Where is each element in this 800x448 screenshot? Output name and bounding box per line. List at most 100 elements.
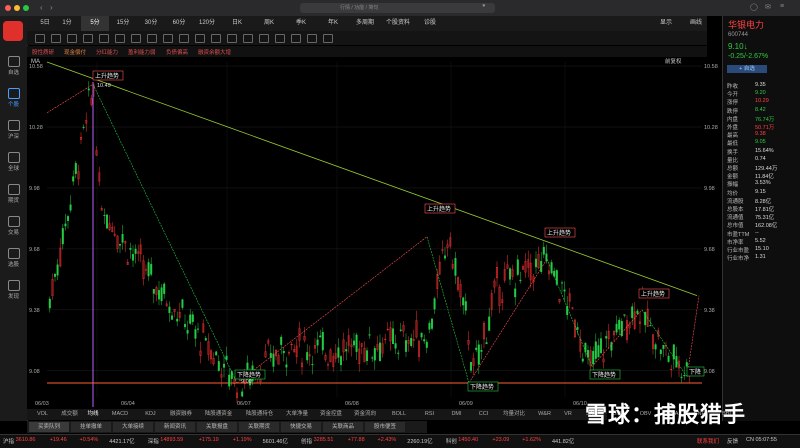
user-icon[interactable]: ◯ [750, 4, 758, 11]
indicator-tab-5[interactable]: 融资融券 [169, 411, 192, 417]
close-window-button[interactable] [5, 5, 11, 11]
draw-tool-icon[interactable] [195, 34, 205, 43]
draw-tool-icon[interactable] [147, 34, 157, 43]
indicator-tab-2[interactable]: 均线 [87, 411, 99, 417]
sidebar-item-5[interactable]: 交易 [0, 216, 27, 236]
indicator-tab-10[interactable]: 资金流向 [353, 411, 376, 417]
indicator-tab-21[interactable]: EMA [666, 411, 679, 417]
indicator-tab-0[interactable]: VOL [36, 411, 48, 417]
sidebar-item-0[interactable]: 自选 [0, 56, 27, 76]
draw-tool-icon[interactable] [243, 34, 253, 43]
stock-tag[interactable]: 融资余额大增 [198, 50, 232, 56]
indicator-tab-19[interactable]: DMA [612, 411, 625, 417]
contact-us-link[interactable]: 联系我们 [697, 439, 720, 445]
sidebar-item-3[interactable]: 全球 [0, 152, 27, 172]
back-icon[interactable]: ‹ [40, 3, 43, 12]
sidebar-item-4[interactable]: 期货 [0, 184, 27, 204]
panel-tab-3[interactable]: 新闻资讯 [155, 422, 195, 432]
stock-tag[interactable]: 负债偏高 [166, 50, 189, 56]
draw-tool-icon[interactable] [211, 34, 221, 43]
indicator-tab-13[interactable]: DMI [451, 411, 462, 417]
draw-tool-icon[interactable] [307, 34, 317, 43]
sidebar-item-2[interactable]: 沪深 [0, 120, 27, 140]
draw-tool-icon[interactable] [99, 34, 109, 43]
indicator-tab-6[interactable]: 陆股通资金 [204, 411, 233, 417]
draw-tool-icon[interactable] [35, 34, 45, 43]
panel-tab-0[interactable]: 买卖队列 [29, 422, 69, 432]
indicator-tab-23[interactable]: BBI [722, 411, 731, 417]
draw-tool-icon[interactable] [259, 34, 269, 43]
draw-tool-icon[interactable] [323, 34, 333, 43]
draw-tool-icon[interactable] [51, 34, 61, 43]
panel-tab-7[interactable]: 关联商品 [323, 422, 363, 432]
period-tab-13[interactable]: 诊股 [423, 20, 436, 26]
display-button[interactable]: 显示 [660, 20, 673, 26]
draw-tool-icon[interactable] [275, 34, 285, 43]
draw-tool-icon[interactable] [83, 34, 93, 43]
draw-line-button[interactable]: 画线 [690, 20, 703, 26]
period-tab-6[interactable]: 120分 [198, 20, 215, 26]
maximize-window-button[interactable] [23, 5, 29, 11]
period-tab-3[interactable]: 15分 [116, 20, 130, 26]
draw-tool-icon[interactable] [163, 34, 173, 43]
indicator-tab-14[interactable]: CCI [478, 411, 489, 417]
period-tab-1[interactable]: 1分 [62, 20, 72, 26]
panel-tab-4[interactable]: 关联报盘 [197, 422, 237, 432]
period-tab-2[interactable]: 5分 [81, 16, 109, 31]
sidebar-item-1[interactable]: 个股 [0, 88, 27, 108]
indicator-tab-22[interactable]: ENE [693, 411, 706, 417]
forward-icon[interactable]: › [50, 3, 53, 12]
period-tab-11[interactable]: 多周期 [355, 20, 374, 26]
draw-tool-icon[interactable] [291, 34, 301, 43]
candle-body [607, 331, 610, 340]
sidebar-item-7[interactable]: 发现 [0, 280, 27, 300]
indicator-tab-20[interactable]: OBV [639, 411, 652, 417]
indicator-tab-11[interactable]: BOLL [391, 411, 407, 417]
draw-tool-icon[interactable] [67, 34, 77, 43]
period-tab-0[interactable]: 5日 [40, 20, 50, 26]
indicator-tab-17[interactable]: VR [564, 411, 572, 417]
indicator-tab-3[interactable]: MACD [111, 411, 129, 417]
candle-body [568, 293, 571, 302]
settings-icon[interactable]: ≡ [780, 3, 785, 10]
panel-tab-2[interactable]: 大单接续 [113, 422, 153, 432]
indicator-tab-9[interactable]: 资金控盘 [319, 411, 342, 417]
period-tab-5[interactable]: 60分 [172, 20, 186, 26]
period-tab-12[interactable]: 个股资料 [385, 20, 410, 26]
indicator-tab-15[interactable]: 均量对比 [502, 411, 525, 417]
panel-tab-5[interactable]: 关联期货 [239, 422, 279, 432]
indicator-tab-8[interactable]: 大单净量 [285, 411, 308, 417]
panel-tab-8[interactable]: 股市便签 [365, 422, 405, 432]
indicator-tab-1[interactable]: 成交额 [61, 411, 78, 417]
indicator-tab-12[interactable]: RSI [424, 411, 435, 417]
stock-tag[interactable]: 盈利能力弱 [128, 50, 156, 56]
period-tab-7[interactable]: 日K [231, 20, 242, 26]
draw-tool-icon[interactable] [179, 34, 189, 43]
candle-body [472, 358, 475, 366]
period-tab-9[interactable]: 季K [295, 20, 306, 26]
microphone-icon[interactable]: ● [482, 3, 486, 9]
add-watchlist-button[interactable]: + 自选 [727, 65, 767, 73]
candle-body [98, 172, 101, 182]
search-input[interactable]: 行情 / 功能 / 简句 [300, 3, 495, 13]
feedback-link[interactable]: 反馈 [727, 439, 739, 445]
draw-tool-icon[interactable] [227, 34, 237, 43]
indicator-tab-18[interactable]: SAR [585, 411, 598, 417]
message-icon[interactable]: ✉ [765, 4, 771, 11]
sidebar-item-6[interactable]: 选股 [0, 248, 27, 268]
stock-tag[interactable]: 股性质研 [32, 50, 55, 56]
period-tab-8[interactable]: 周K [263, 20, 274, 26]
indicator-tab-16[interactable]: W&R [538, 411, 551, 417]
stock-tag[interactable]: 分红能力 [96, 50, 119, 56]
draw-tool-icon[interactable] [131, 34, 141, 43]
period-tab-10[interactable]: 年K [327, 20, 338, 26]
panel-tab-6[interactable]: 快捷交易 [281, 422, 321, 432]
draw-tool-icon[interactable] [115, 34, 125, 43]
period-tab-4[interactable]: 30分 [144, 20, 158, 26]
stock-tag[interactable]: 现金偿付 [64, 50, 87, 56]
panel-tab-1[interactable]: 挂单撤单 [71, 422, 111, 432]
indicator-tab-7[interactable]: 陆股通持仓 [245, 411, 274, 417]
minimize-window-button[interactable] [14, 5, 20, 11]
kline-chart[interactable]: MA 前复权 10.58 10.58 10.28 10.28 9.98 9.98 9.68 9.6… [27, 57, 722, 409]
indicator-tab-4[interactable]: KDJ [145, 411, 156, 417]
